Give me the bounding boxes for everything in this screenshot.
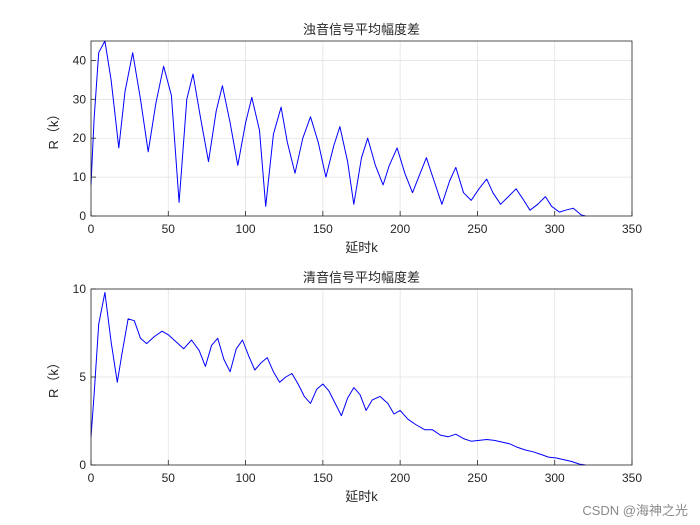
x-tick-label: 200: [390, 471, 410, 485]
x-tick-label: 100: [236, 471, 256, 485]
unvoiced-amdf-series-line: [90, 292, 586, 466]
unvoiced-amdf-subplot: 清音信号平均幅度差 延时k R（k） 0 50 100 150 200 250 300 350…: [46, 270, 642, 504]
x-tick-label: 250: [467, 222, 487, 236]
x-tick-label: 300: [545, 471, 565, 485]
x-axis-label: 延时k: [345, 489, 378, 504]
x-tick-label: 0: [88, 471, 95, 485]
y-tick-label: 0: [79, 458, 86, 472]
x-tick-label: 150: [313, 222, 333, 236]
y-tick-label: 10: [73, 282, 87, 296]
y-axis-label: R（k）: [46, 356, 61, 398]
x-axis-label: 延时k: [345, 240, 378, 255]
plot-title: 清音信号平均幅度差: [303, 270, 420, 286]
x-tick-label: 100: [236, 222, 256, 236]
grid: [90, 41, 633, 217]
voiced-amdf-subplot: 浊音信号平均幅度差 延时k R（k） 0 50 100 150 200 250 300 350…: [46, 22, 642, 255]
x-tick-label: 300: [545, 222, 565, 236]
plot-title: 浊音信号平均幅度差: [303, 22, 420, 38]
x-tick-label: 50: [162, 471, 176, 485]
y-axis-label: R（k）: [46, 108, 61, 150]
x-tick-label: 250: [467, 471, 487, 485]
watermark-text: CSDN @海神之光: [582, 503, 688, 518]
y-tick-label: 20: [73, 131, 87, 145]
grid: [90, 288, 633, 466]
y-tick-label: 0: [79, 209, 86, 223]
y-tick-label: 10: [73, 170, 87, 184]
tick-marks: [90, 60, 633, 217]
voiced-amdf-series-line: [90, 40, 586, 217]
x-tick-label: 0: [88, 222, 95, 236]
tick-marks: [90, 288, 633, 466]
axes-box: [90, 40, 633, 217]
x-tick-label: 350: [622, 471, 642, 485]
x-tick-label: 50: [162, 222, 176, 236]
x-tick-label: 200: [390, 222, 410, 236]
y-tick-label: 40: [73, 53, 87, 67]
x-tick-label: 350: [622, 222, 642, 236]
x-tick-label: 150: [313, 471, 333, 485]
y-tick-label: 5: [79, 370, 86, 384]
y-tick-label: 30: [73, 92, 87, 106]
